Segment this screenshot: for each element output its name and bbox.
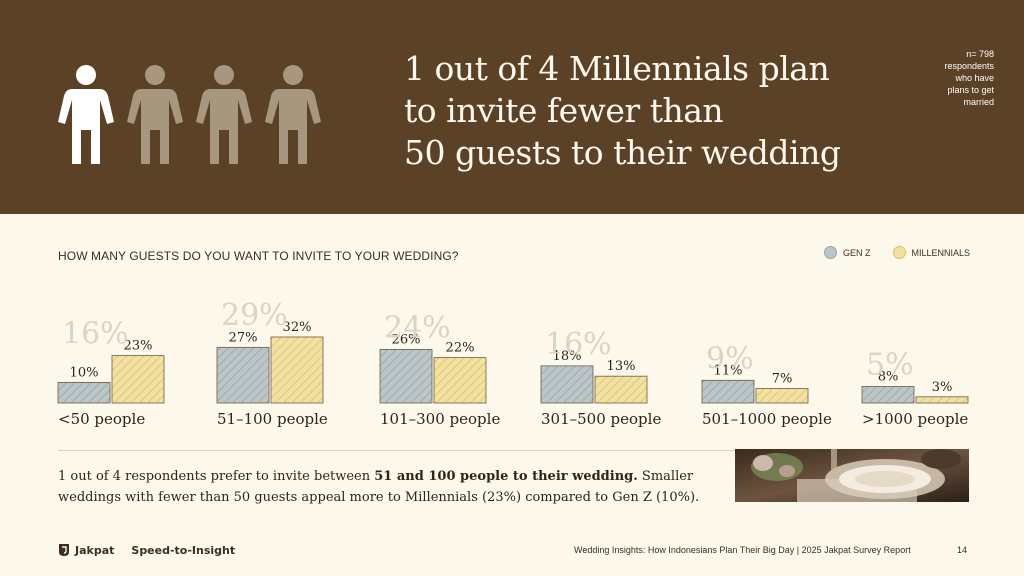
brand-name: Jakpat	[75, 543, 115, 557]
bar-value-label: 23%	[124, 339, 153, 354]
total-percentage-label: 9%	[706, 341, 754, 376]
person-icon	[265, 65, 321, 164]
bar	[701, 379, 755, 404]
bar	[755, 388, 809, 404]
bar-value-label: 3%	[932, 380, 953, 395]
bar	[915, 396, 969, 404]
page-number: 14	[957, 545, 968, 555]
total-percentage-label: 24%	[384, 310, 451, 345]
total-percentage-label: 5%	[866, 348, 914, 383]
bar	[861, 386, 915, 404]
bar	[111, 355, 165, 404]
chart-legend: GEN Z MILLENNIALS	[824, 246, 970, 259]
bar-value-label: 26%	[392, 332, 421, 347]
person-icon	[58, 65, 114, 164]
person-icon	[196, 65, 252, 164]
bar	[540, 365, 594, 404]
category-label: 301–500 people	[541, 410, 661, 428]
bar-value-label: 13%	[607, 359, 636, 374]
bar-value-label: 32%	[283, 320, 312, 335]
summary-part1: 1 out of 4 respondents prefer to invite …	[58, 469, 375, 484]
bar	[433, 357, 487, 404]
sample-note-line: respondents	[944, 61, 994, 71]
legend-label-millennials: MILLENNIALS	[911, 247, 971, 258]
brand-tagline: Speed-to-Insight	[131, 543, 236, 557]
headline-line: to invite fewer than	[404, 91, 724, 130]
summary-bold: 51 and 100 people to their wedding.	[374, 469, 638, 484]
sample-size-note: n= 798 respondents who have plans to get…	[896, 48, 994, 108]
sample-note-line: married	[963, 97, 994, 107]
chart-title: HOW MANY GUESTS DO YOU WANT TO INVITE TO…	[58, 249, 459, 263]
sample-note-line: n= 798	[966, 49, 994, 59]
headline: 1 out of 4 Millennials plan to invite fe…	[404, 48, 874, 174]
jakpat-logo-icon	[59, 544, 69, 556]
bar	[57, 381, 111, 404]
category-label: <50 people	[58, 410, 145, 428]
headline-line: 50 guests to their wedding	[404, 133, 841, 172]
legend-swatch-millennials	[892, 246, 906, 259]
bar-value-label: 27%	[229, 330, 258, 345]
wedding-table-photo	[735, 449, 969, 502]
bar	[594, 375, 648, 404]
category-label: 101–300 people	[380, 410, 500, 428]
divider	[58, 450, 968, 451]
bar-value-label: 11%	[714, 363, 743, 378]
sample-note-line: plans to get	[947, 85, 994, 95]
person-icon	[127, 65, 183, 164]
bar-value-label: 18%	[553, 349, 582, 364]
header-banner: 1 out of 4 Millennials plan to invite fe…	[0, 0, 1024, 214]
total-percentage-label: 29%	[221, 298, 288, 333]
total-percentage-label: 16%	[62, 317, 129, 352]
sample-note-line: who have	[955, 73, 994, 83]
bar	[379, 348, 433, 404]
footer-brand: Jakpat Speed-to-Insight	[58, 543, 235, 557]
legend-swatch-genz	[824, 246, 837, 259]
category-label: >1000 people	[862, 410, 968, 428]
bar	[270, 336, 324, 404]
people-icon-group	[58, 65, 321, 164]
bar	[216, 346, 270, 404]
bar-value-label: 8%	[878, 370, 899, 385]
category-label: 501–1000 people	[702, 410, 832, 428]
bar-value-label: 22%	[446, 341, 475, 356]
bar-value-label: 7%	[772, 372, 793, 387]
bar-value-label: 10%	[70, 365, 99, 380]
total-percentage-label: 16%	[545, 327, 612, 362]
headline-line: 1 out of 4 Millennials plan	[404, 49, 830, 88]
legend-label-genz: GEN Z	[843, 247, 871, 258]
report-title: Wedding Insights: How Indonesians Plan T…	[574, 545, 911, 555]
summary-part2: Smaller weddings with fewer than 50 gues…	[58, 469, 700, 505]
summary-text: 1 out of 4 respondents prefer to invite …	[58, 466, 708, 508]
category-label: 51–100 people	[217, 410, 328, 428]
